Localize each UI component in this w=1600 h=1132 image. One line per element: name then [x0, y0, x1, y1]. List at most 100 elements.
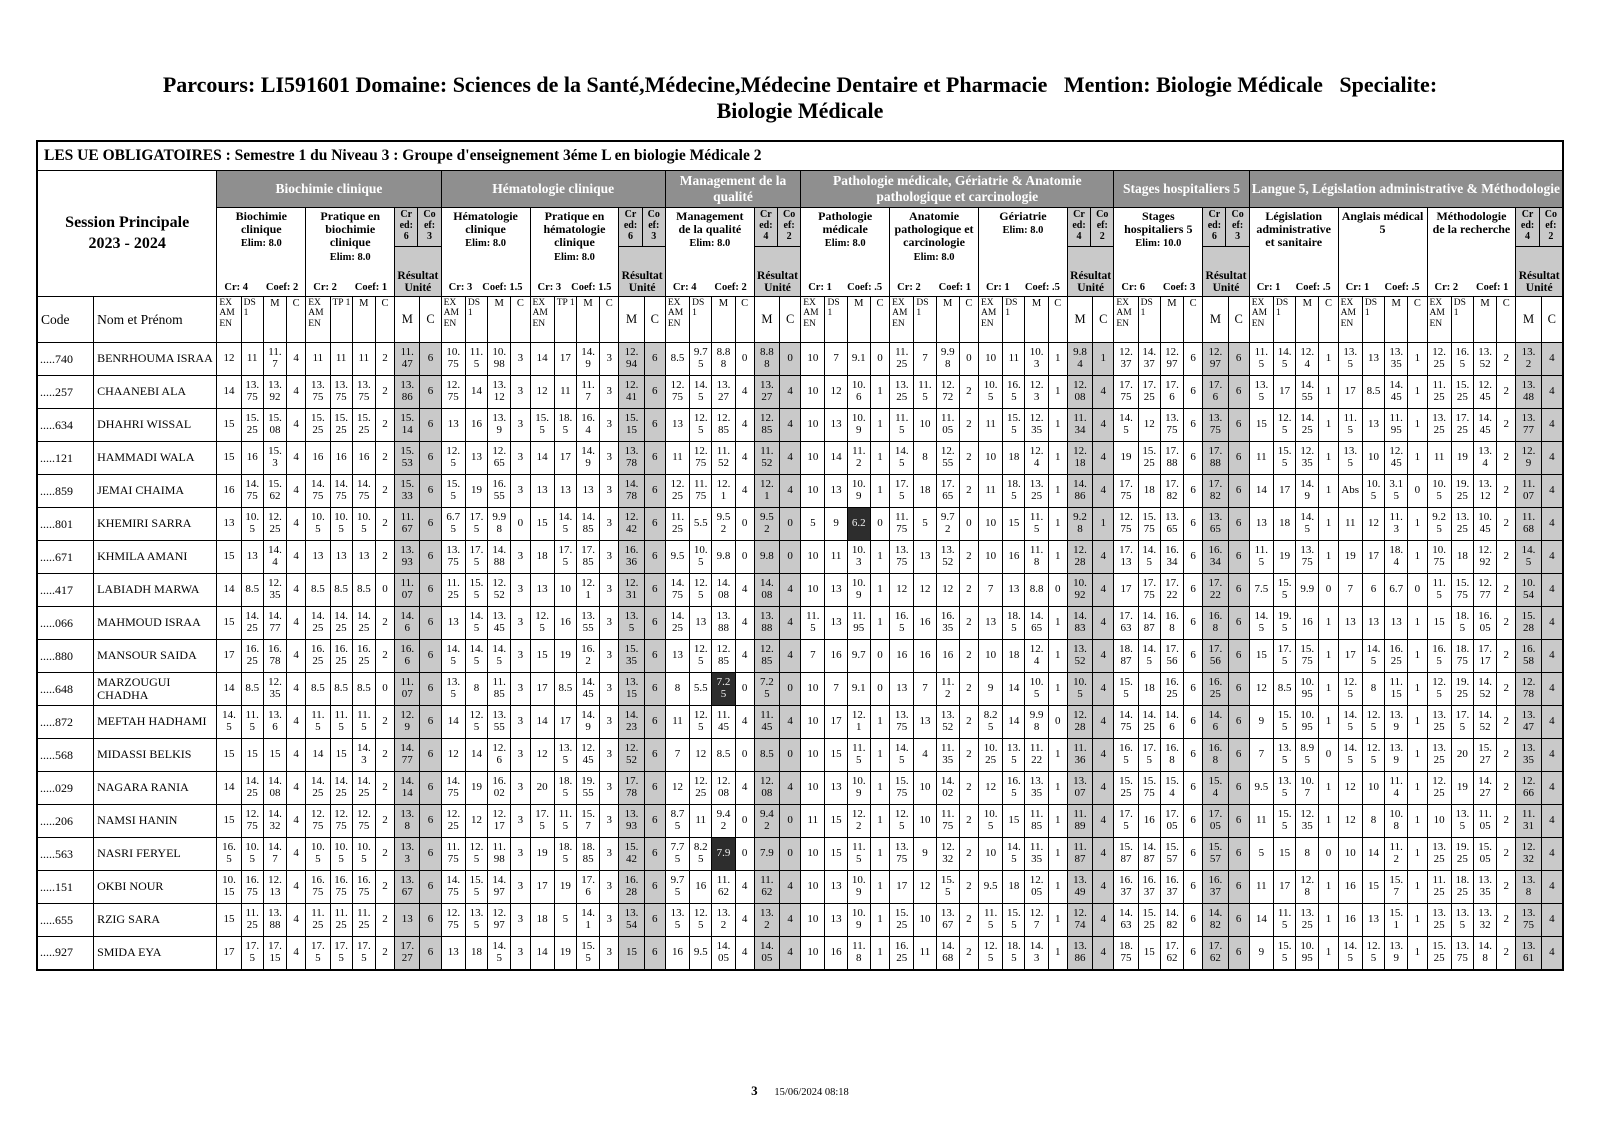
grade-cell: 12. 5 — [529, 606, 555, 640]
grade-cell: 1 — [1047, 540, 1068, 574]
grade-cell: 14. 5 — [1272, 342, 1297, 376]
grade-cell: 10 — [977, 507, 1004, 541]
grade-cell: 13 — [1361, 903, 1386, 937]
grade-cell: 15. 87 — [1113, 837, 1139, 871]
grade-cell: 18 — [1137, 672, 1161, 706]
unit-result-cell: 15. 42 — [618, 837, 645, 871]
grade-cell: 16. 5 — [889, 606, 915, 640]
grade-cell: 4 — [286, 408, 307, 442]
grade-cell: 15. 25 — [351, 408, 376, 442]
grade-cell: 12. 5 — [689, 573, 713, 607]
grade-cell: 6.7 5 — [440, 507, 466, 541]
unit-result-cell: 6 — [643, 342, 666, 376]
unit-result-cell: 4 — [778, 606, 802, 640]
grade-cell: 12. 4 — [1295, 342, 1320, 376]
grade-cell: 16 — [1337, 870, 1363, 904]
grade-cell: 14. 65 — [1024, 606, 1049, 640]
unit-result-cell: 8.8 8 — [753, 342, 781, 376]
grade-cell: 16. 37 — [1159, 870, 1185, 904]
student-code: .....568 — [36, 738, 95, 772]
student-name: MANSOUR SAIDA — [93, 639, 218, 673]
grade-cell: 13 — [689, 606, 713, 640]
column-header: M — [487, 296, 512, 343]
grade-cell: 13. 5 — [553, 738, 577, 772]
grade-cell: 6 — [1183, 540, 1204, 574]
grade-cell: 11 — [1426, 441, 1452, 475]
grade-cell: 2 — [374, 705, 396, 739]
grade-cell: 14. 25 — [664, 606, 691, 640]
grade-cell: 11 — [664, 705, 691, 739]
unit-result-cell: 4 — [778, 870, 802, 904]
grade-cell: 3 — [599, 804, 620, 838]
grade-cell: 10. 95 — [1295, 672, 1320, 706]
column-header: C — [1407, 296, 1428, 343]
grade-cell: 11. 45 — [711, 705, 736, 739]
grade-cell: 9.9 — [1295, 573, 1320, 607]
grade-cell: 15 — [1248, 408, 1274, 442]
grade-cell: 12. 97 — [1159, 342, 1185, 376]
unit-result-cell: 14. 83 — [1066, 606, 1094, 640]
ue-header: Pathologie médicale, Gériatrie & Anatomi… — [800, 170, 1115, 208]
student-code: .....655 — [36, 903, 95, 937]
unit-result-cell: 17. 27 — [394, 936, 421, 970]
grade-cell: 8.5 — [240, 672, 264, 706]
unit-result-cell: 16. 8 — [1202, 606, 1229, 640]
grade-cell: 13 — [440, 606, 466, 640]
grade-cell: 17. 5 — [1272, 639, 1297, 673]
grade-cell: 12 — [824, 375, 848, 409]
grade-cell: 13 — [1384, 606, 1409, 640]
unit-result-cell: 6 — [419, 342, 442, 376]
grade-cell: 14. 08 — [711, 573, 736, 607]
grade-cell: 12. 4 — [1024, 639, 1049, 673]
grade-cell: 11 — [305, 342, 331, 376]
unit-result-cell: 12. 08 — [753, 771, 781, 805]
grade-cell: 11. 75 — [689, 474, 713, 508]
grade-cell: 14 — [529, 705, 555, 739]
grade-cell: 1 — [1407, 639, 1428, 673]
grade-cell: 12. 97 — [487, 903, 512, 937]
grade-cell: 14. 75 — [440, 870, 466, 904]
unit-result-cell: 4 — [1540, 441, 1564, 475]
grade-cell: 3 — [599, 903, 620, 937]
unit-result-cell: 11. 31 — [1515, 804, 1542, 838]
grade-cell: 15 — [1272, 837, 1297, 871]
grade-cell: 12. 52 — [487, 573, 512, 607]
grade-cell: 13 — [440, 936, 466, 970]
grade-cell: 11. 5 — [351, 705, 376, 739]
grade-cell: 1 — [1407, 837, 1428, 871]
grade-cell: 12. 1 — [575, 573, 601, 607]
column-header: C — [958, 296, 980, 343]
column-header: DS 1 — [1361, 296, 1386, 343]
grade-cell: 4 — [286, 903, 307, 937]
grade-cell: 12. 1 — [711, 474, 736, 508]
unit-result-cell: 4 — [1092, 804, 1115, 838]
unit-result-cell: 6 — [419, 474, 442, 508]
grade-cell: 3 — [599, 837, 620, 871]
unit-result-cell: 13. 93 — [618, 804, 645, 838]
grade-cell: 14. 25 — [305, 606, 331, 640]
column-header: EX AM EN — [1337, 296, 1363, 343]
grade-cell: 13. 25 — [1426, 903, 1452, 937]
grade-cell: 12 — [913, 573, 937, 607]
column-header: C — [869, 296, 891, 343]
grade-cell: 10 — [800, 738, 826, 772]
grade-cell: 12. 75 — [351, 804, 376, 838]
grade-cell: 1 — [869, 441, 891, 475]
grade-cell: 18 — [464, 936, 489, 970]
unit-result-cell: 6 — [643, 375, 666, 409]
grade-cell: 13. 5 — [1450, 903, 1474, 937]
grade-cell: 14. 5 — [440, 639, 466, 673]
grade-cell: 0 — [1047, 573, 1068, 607]
unit-result-cell: 15. 14 — [394, 408, 421, 442]
grade-cell: 15. 7 — [1384, 870, 1409, 904]
grade-cell: 0 — [734, 672, 755, 706]
module-header: Management de la qualité Elim: 8.0 Cr: 4 Co… — [664, 207, 755, 297]
grade-cell: 11. 05 — [1472, 804, 1498, 838]
grade-cell: 9.7 — [846, 639, 871, 673]
column-header: DS 1 — [1002, 296, 1026, 343]
grade-cell: 0 — [734, 540, 755, 574]
unit-result-cell: 6 — [1227, 606, 1250, 640]
student-code: .....880 — [36, 639, 95, 673]
grade-cell: 16 — [1137, 804, 1161, 838]
unit-result-column-header: C — [1092, 296, 1115, 343]
